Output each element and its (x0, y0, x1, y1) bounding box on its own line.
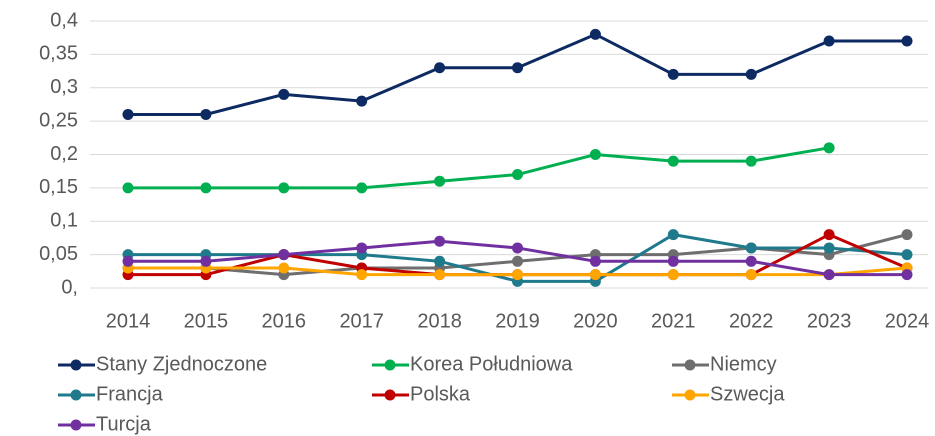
x-tick-label: 2021 (651, 310, 696, 332)
y-tick-label: 0,1 (50, 210, 78, 232)
x-tick-label: 2022 (729, 310, 774, 332)
data-point (122, 108, 134, 120)
data-point (823, 269, 835, 281)
legend-label: Francja (96, 383, 164, 405)
x-tick-label: 2015 (184, 310, 229, 332)
legend-label: Korea Południowa (410, 353, 573, 375)
data-point (278, 88, 290, 100)
y-tick-label: 0,4 (50, 9, 78, 31)
data-point (356, 95, 368, 107)
data-point (667, 229, 679, 241)
data-point (667, 269, 679, 281)
data-point (200, 108, 212, 120)
y-tick-label: 0,15 (39, 176, 78, 198)
y-tick-label: 0,05 (39, 243, 78, 265)
data-point (278, 182, 290, 194)
data-point (901, 269, 913, 281)
legend-marker (70, 389, 82, 401)
data-point (667, 255, 679, 267)
legend-label: Stany Zjednoczone (96, 353, 267, 375)
data-point (667, 68, 679, 80)
data-point (901, 229, 913, 241)
y-tick-label: 0,25 (39, 109, 78, 131)
data-point (200, 255, 212, 267)
data-point (512, 62, 523, 74)
x-tick-label: 2016 (262, 310, 307, 332)
data-point (823, 229, 835, 241)
y-tick-label: 0,2 (50, 143, 78, 165)
data-point (745, 242, 757, 254)
x-tick-label: 2019 (495, 310, 540, 332)
legend-marker (70, 359, 82, 371)
legend-label: Turcja (96, 413, 152, 435)
data-point (745, 68, 757, 80)
data-point (434, 62, 446, 74)
y-tick-label: 0,3 (50, 76, 78, 98)
data-point (901, 249, 913, 261)
legend-marker (384, 389, 396, 401)
data-point (589, 255, 601, 267)
data-point (356, 269, 368, 281)
legend-label: Niemcy (710, 353, 777, 375)
data-point (278, 249, 290, 261)
data-point (512, 169, 523, 181)
data-point (200, 182, 212, 194)
data-point (589, 149, 601, 160)
data-point (667, 155, 679, 167)
data-point (122, 255, 134, 267)
data-point (278, 262, 290, 274)
legend-marker (384, 359, 396, 371)
data-point (434, 175, 446, 187)
data-point (434, 255, 446, 267)
data-point (512, 269, 523, 281)
x-tick-label: 2023 (807, 310, 852, 332)
data-point (356, 182, 368, 194)
data-point (901, 35, 913, 47)
series-line (128, 146, 830, 190)
y-tick-label: 0,35 (39, 43, 78, 65)
data-point (356, 242, 368, 254)
data-point (745, 155, 757, 167)
x-tick-label: 2017 (339, 310, 384, 332)
legend-marker (684, 389, 696, 401)
data-point (434, 235, 446, 247)
legend-label: Polska (410, 383, 471, 405)
series-line (128, 32, 907, 116)
x-tick-label: 2014 (106, 310, 151, 332)
y-tick-label: 0, (61, 276, 78, 298)
data-point (589, 28, 601, 40)
data-point (434, 269, 446, 281)
x-tick-label: 2024 (885, 310, 930, 332)
data-point (122, 182, 134, 194)
data-point (589, 269, 601, 281)
legend-marker (70, 419, 82, 431)
data-point (823, 242, 835, 254)
data-point (512, 255, 523, 267)
data-point (823, 142, 835, 154)
data-point (745, 255, 757, 267)
data-point (745, 269, 757, 281)
data-point (823, 35, 835, 47)
data-point (512, 242, 523, 254)
legend-label: Szwecja (710, 383, 785, 405)
x-tick-label: 2020 (573, 310, 618, 332)
legend-marker (684, 359, 696, 371)
x-tick-label: 2018 (417, 310, 462, 332)
